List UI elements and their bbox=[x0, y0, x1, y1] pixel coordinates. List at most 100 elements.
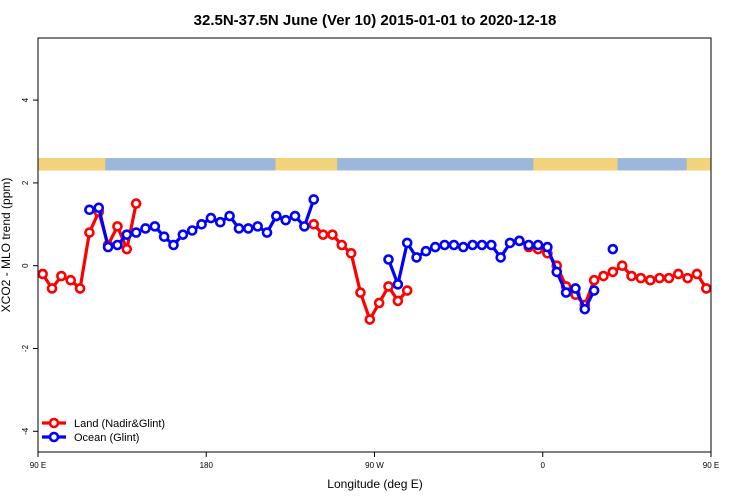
x-tick-label: 90 E bbox=[30, 461, 46, 470]
y-tick-label: 4 bbox=[21, 97, 30, 102]
data-point bbox=[588, 274, 600, 286]
data-point bbox=[504, 237, 516, 249]
data-point bbox=[654, 272, 665, 284]
data-point bbox=[560, 287, 572, 298]
legend-item: Ocean (Glint) bbox=[42, 431, 139, 444]
y-axis-label: XCO2 - MLO trend (ppm) bbox=[0, 178, 13, 313]
data-point bbox=[158, 231, 170, 243]
data-point bbox=[140, 223, 151, 234]
legend-label: Ocean (Glint) bbox=[74, 432, 139, 444]
data-point bbox=[691, 268, 703, 280]
y-tick-label: 0 bbox=[21, 263, 30, 268]
data-point bbox=[130, 227, 142, 238]
data-point bbox=[486, 239, 497, 251]
data-point bbox=[214, 216, 226, 228]
data-point bbox=[37, 268, 48, 280]
data-point bbox=[373, 297, 385, 309]
data-point bbox=[607, 266, 619, 278]
data-point bbox=[112, 239, 123, 251]
data-point bbox=[261, 227, 273, 238]
data-point bbox=[663, 272, 675, 284]
data-point bbox=[130, 198, 142, 209]
data-point bbox=[411, 252, 422, 263]
data-point bbox=[289, 210, 301, 222]
data-point bbox=[186, 225, 198, 236]
legend: Land (Nadir&Glint) Ocean (Glint) bbox=[42, 417, 165, 444]
series-ocean bbox=[84, 194, 619, 315]
data-point bbox=[121, 243, 133, 255]
data-point bbox=[429, 241, 441, 253]
data-point bbox=[439, 239, 450, 251]
data-point bbox=[149, 221, 161, 232]
x-tick-label: 180 bbox=[200, 461, 214, 470]
data-point bbox=[84, 204, 95, 216]
data-point bbox=[65, 274, 77, 286]
data-point bbox=[345, 247, 357, 259]
data-point bbox=[551, 266, 563, 278]
data-point bbox=[626, 270, 637, 282]
band-land-0 bbox=[38, 158, 106, 171]
data-point bbox=[672, 268, 684, 280]
data-point bbox=[383, 254, 394, 265]
data-point bbox=[448, 239, 460, 251]
data-point bbox=[616, 260, 628, 272]
data-point bbox=[336, 239, 348, 251]
data-point bbox=[121, 229, 133, 240]
data-point bbox=[271, 210, 282, 222]
data-point bbox=[112, 221, 123, 232]
data-point bbox=[467, 239, 478, 251]
series-land bbox=[37, 198, 712, 325]
data-point bbox=[532, 239, 544, 251]
x-tick-label: 0 bbox=[541, 461, 546, 470]
y-tick-label: -4 bbox=[21, 427, 30, 435]
data-point bbox=[635, 272, 647, 284]
data-point bbox=[457, 241, 469, 253]
band-land-2 bbox=[533, 158, 618, 171]
data-point bbox=[570, 283, 581, 294]
data-point bbox=[46, 283, 58, 294]
legend-item: Land (Nadir&Glint) bbox=[42, 417, 165, 430]
data-point bbox=[355, 287, 366, 298]
data-point bbox=[420, 245, 432, 257]
data-point bbox=[299, 221, 310, 232]
data-point bbox=[177, 229, 189, 240]
chart-title: 32.5N-37.5N June (Ver 10) 2015-01-01 to … bbox=[194, 12, 557, 29]
band-land-3 bbox=[686, 158, 711, 171]
data-point bbox=[598, 270, 609, 282]
data-point bbox=[280, 214, 292, 226]
data-point bbox=[252, 221, 263, 232]
data-point bbox=[84, 227, 95, 238]
series-line bbox=[387, 239, 596, 311]
y-tick-label: 2 bbox=[21, 180, 30, 185]
data-point bbox=[514, 235, 525, 247]
y-axis: -4 -2 0 2 4 bbox=[21, 97, 38, 435]
data-point bbox=[607, 243, 619, 255]
data-point bbox=[308, 219, 320, 230]
data-point bbox=[392, 279, 404, 290]
data-point bbox=[224, 210, 235, 222]
data-point bbox=[579, 303, 591, 315]
data-point bbox=[74, 283, 86, 294]
land-band bbox=[38, 158, 711, 171]
data-point bbox=[383, 281, 394, 292]
data-point bbox=[205, 212, 217, 224]
data-point bbox=[168, 239, 179, 251]
data-point bbox=[364, 314, 376, 325]
legend-marker bbox=[48, 417, 60, 429]
x-axis: 90 E 180 90 W 0 90 E bbox=[30, 452, 719, 470]
data-point bbox=[102, 241, 114, 253]
series-layer bbox=[37, 194, 712, 325]
data-point bbox=[644, 274, 656, 286]
legend-marker bbox=[48, 431, 60, 443]
data-point bbox=[523, 239, 535, 251]
data-point bbox=[682, 272, 693, 284]
x-tick-label: 90 W bbox=[365, 461, 384, 470]
data-point bbox=[401, 237, 413, 249]
data-point bbox=[327, 229, 338, 240]
data-point bbox=[56, 270, 67, 282]
data-point bbox=[701, 283, 712, 294]
data-point bbox=[233, 223, 245, 234]
data-point bbox=[495, 252, 506, 263]
data-point bbox=[93, 202, 105, 214]
